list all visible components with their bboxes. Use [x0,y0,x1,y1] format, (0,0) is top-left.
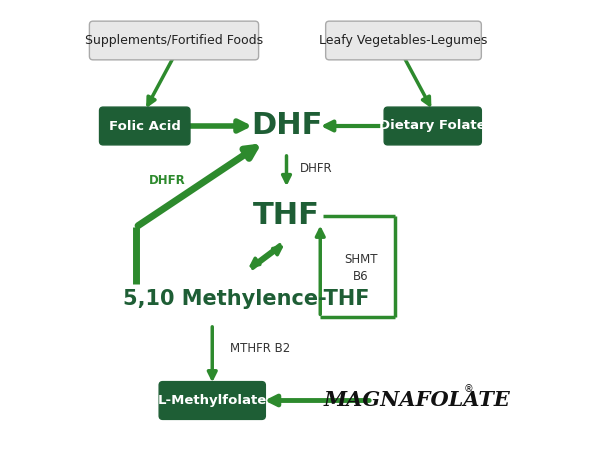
Text: THF: THF [253,202,320,230]
FancyBboxPatch shape [326,21,481,60]
Text: L-Methylfolate: L-Methylfolate [158,394,267,407]
Text: Folic Acid: Folic Acid [109,120,181,132]
Text: 5,10 Methylence-THF: 5,10 Methylence-THF [123,289,369,309]
Text: DHFR: DHFR [149,174,185,186]
FancyBboxPatch shape [384,107,481,145]
Text: DHFR: DHFR [300,162,332,175]
Text: MAGNAFOLATE: MAGNAFOLATE [323,391,511,410]
Text: SHMT
B6: SHMT B6 [344,253,377,283]
Text: MTHFR B2: MTHFR B2 [230,342,290,355]
Text: DHF: DHF [251,112,322,140]
Text: Supplements/Fortified Foods: Supplements/Fortified Foods [85,34,263,47]
Text: Dietary Folate: Dietary Folate [379,120,486,132]
Text: ®: ® [464,384,473,394]
FancyBboxPatch shape [100,107,190,145]
FancyBboxPatch shape [159,382,265,419]
FancyBboxPatch shape [89,21,259,60]
Text: Leafy Vegetables-Legumes: Leafy Vegetables-Legumes [319,34,488,47]
